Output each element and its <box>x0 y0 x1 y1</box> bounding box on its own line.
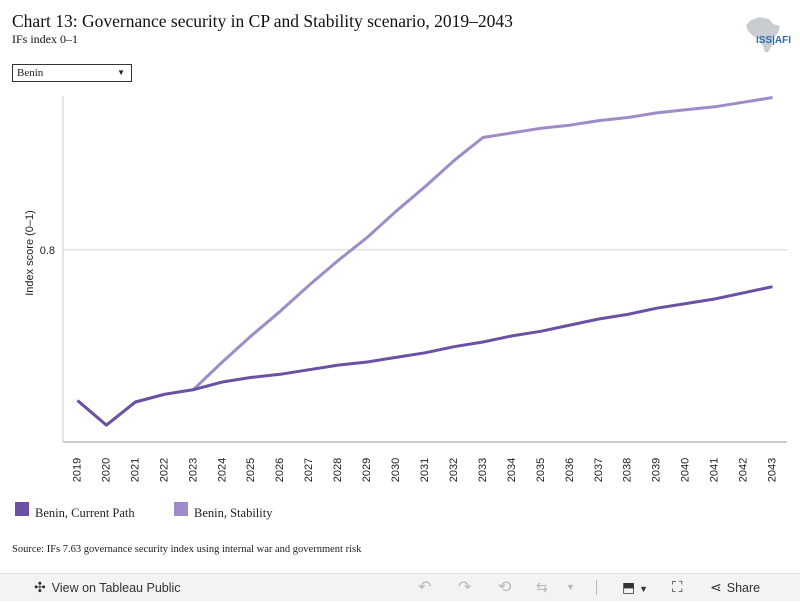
legend-item-stability[interactable]: Benin, Stability <box>174 492 272 521</box>
share-button[interactable]: ⋖ Share <box>710 574 760 601</box>
view-on-tableau-public-link[interactable]: ✣ View on Tableau Public <box>34 574 181 601</box>
fullscreen-icon[interactable]: ⛶ <box>672 579 683 596</box>
x-tick-label: 2027 <box>303 458 315 482</box>
y-axis-label: Index score (0–1) <box>24 210 36 296</box>
x-tick-label: 2034 <box>506 458 518 482</box>
legend: Benin, Current Path Benin, Stability <box>0 492 800 520</box>
view-on-tableau-label: View on Tableau Public <box>51 581 181 595</box>
refresh-dropdown-icon[interactable]: ▼ <box>566 582 575 592</box>
legend-swatch-stability <box>174 501 188 516</box>
x-tick-label: 2028 <box>332 458 344 482</box>
iss-africa-logo: ISS|AFI <box>742 14 792 54</box>
x-tick-label: 2025 <box>245 458 257 482</box>
x-tick-label: 2033 <box>477 458 489 482</box>
undo-icon[interactable]: ↶ <box>418 579 432 596</box>
x-tick-label: 2037 <box>593 458 605 482</box>
axes <box>62 96 787 443</box>
country-filter-value: Benin <box>17 67 44 79</box>
x-tick-label: 2043 <box>767 458 779 482</box>
x-tick-label: 2036 <box>564 458 576 482</box>
x-tick-label: 2038 <box>622 458 634 482</box>
country-filter-dropdown[interactable]: Benin ▼ <box>12 64 132 82</box>
series <box>76 96 773 427</box>
dropdown-arrow-icon: ▼ <box>117 68 125 77</box>
series-line-stability[interactable] <box>76 96 773 427</box>
legend-label-current-path: Benin, Current Path <box>35 506 135 520</box>
x-tick-label: 2030 <box>390 458 402 482</box>
share-label: Share <box>726 581 761 595</box>
x-tick-label: 2040 <box>680 458 692 482</box>
x-tick-labels: 2019 2020 2021 2022 2023 2024 2025 2026 2027 2028… <box>72 458 779 483</box>
series-line-current-path[interactable] <box>76 285 773 427</box>
source-note: Source: IFs 7.63 governance security ind… <box>12 544 362 555</box>
x-tick-label: 2041 <box>709 458 721 482</box>
x-tick-label: 2019 <box>72 458 84 482</box>
legend-item-current-path[interactable]: Benin, Current Path <box>15 492 135 521</box>
x-tick-label: 2022 <box>158 458 170 482</box>
x-tick-label: 2029 <box>361 458 373 482</box>
chart-subtitle: IFs index 0–1 <box>12 32 78 46</box>
tableau-toolbar: ✣ View on Tableau Public ↶ ↷ ⟲ ⇆ ▼ ⬒ ▼ ⛶ … <box>0 573 800 601</box>
logo-text: ISS|AFI <box>756 35 791 46</box>
x-tick-label: 2031 <box>419 458 431 482</box>
y-tick-labels: 0.8 <box>40 245 55 257</box>
x-tick-label: 2026 <box>274 458 286 482</box>
line-chart: 0.8 2019 2020 2021 2022 2023 2024 2025 2026 2027… <box>24 96 787 483</box>
legend-label-stability: Benin, Stability <box>194 506 273 520</box>
redo-icon[interactable]: ↷ <box>458 579 472 596</box>
share-icon: ⋖ <box>710 579 722 595</box>
chart-title: Chart 13: Governance security in CP and … <box>12 11 513 31</box>
revert-icon[interactable]: ⟲ <box>498 579 512 596</box>
y-tick-label: 0.8 <box>40 245 55 257</box>
toolbar-divider <box>596 580 597 595</box>
refresh-icon[interactable]: ⇆ <box>536 579 548 595</box>
x-tick-label: 2039 <box>651 458 663 482</box>
x-tick-label: 2042 <box>738 458 750 482</box>
x-tick-label: 2032 <box>448 458 460 482</box>
download-icon[interactable]: ⬒ ▼ <box>622 579 649 595</box>
x-tick-label: 2023 <box>187 458 199 482</box>
tableau-logo-icon: ✣ <box>34 579 46 595</box>
x-tick-label: 2024 <box>216 458 228 482</box>
x-tick-label: 2020 <box>100 458 112 482</box>
x-tick-label: 2021 <box>129 458 141 482</box>
x-tick-label: 2035 <box>535 458 547 482</box>
legend-swatch-current-path <box>15 501 29 516</box>
